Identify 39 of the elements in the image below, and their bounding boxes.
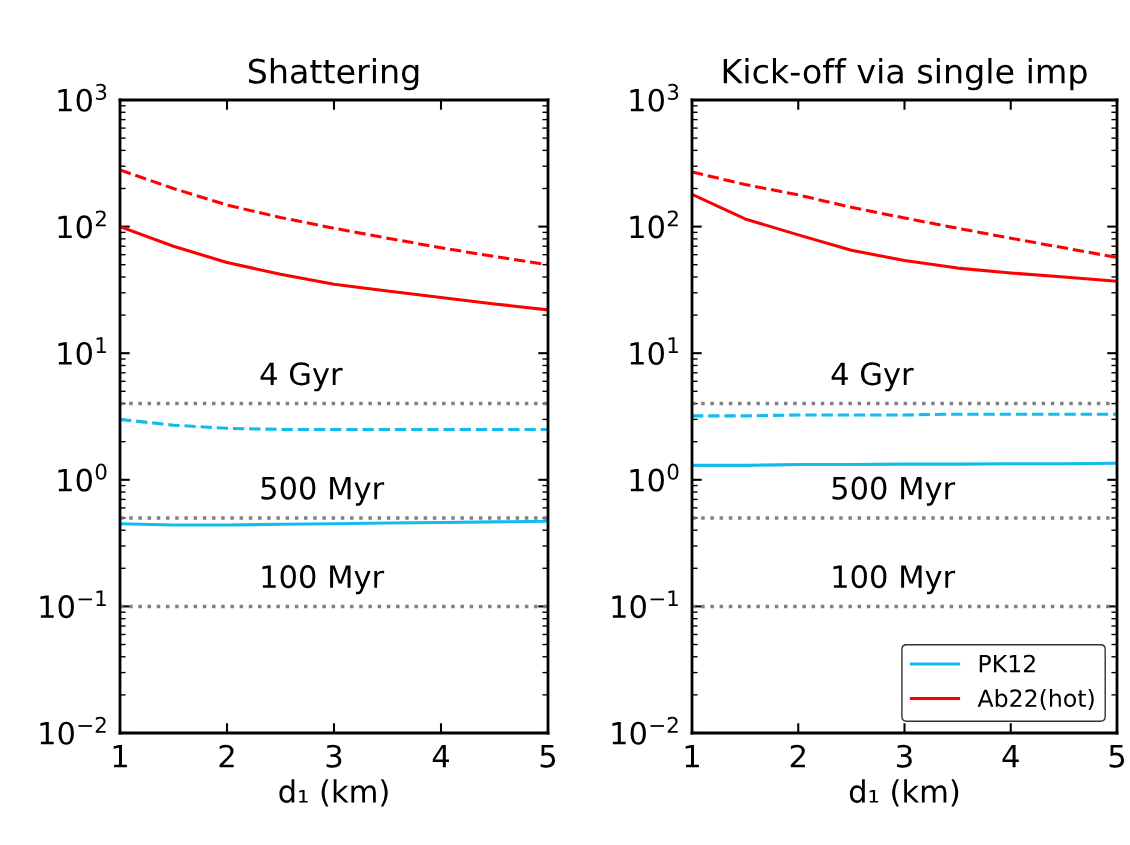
x-tick-label: 3 — [326, 744, 342, 768]
x-tick-label: 2 — [790, 744, 805, 768]
ref-line-label: 100 Myr — [262, 565, 385, 595]
y-tick-label: 10$^{−1}$ — [40, 590, 106, 619]
line-series — [120, 168, 548, 267]
ref-line-label: 4 Gyr — [260, 362, 343, 392]
line-series — [120, 417, 548, 431]
line-series — [692, 192, 1117, 283]
y-tick-label: 10$^{0}$ — [58, 463, 107, 492]
x-tick-label: 1 — [685, 745, 699, 768]
y-tick-label: 10$^{1}$ — [630, 337, 678, 366]
y-tick-label: 10$^{−2}$ — [612, 716, 678, 745]
legend-label: Ab22(hot) — [977, 688, 1094, 710]
line-series — [120, 225, 548, 312]
x-axis-title: d₁ (km) — [849, 779, 959, 807]
x-tick-label: 1 — [113, 745, 127, 768]
chart-title: Shattering — [248, 58, 419, 91]
y-tick-label: 10$^{3}$ — [630, 83, 679, 112]
x-tick-label: 5 — [1109, 745, 1125, 768]
x-axis-title: d₁ (km) — [279, 779, 388, 807]
y-tick-label: 10$^{3}$ — [58, 83, 107, 112]
ref-line-label: 4 Gyr — [831, 362, 914, 392]
legend-label: PK12 — [979, 654, 1035, 673]
x-tick-label: 3 — [897, 744, 912, 768]
y-tick-label: 10$^{2}$ — [58, 210, 106, 239]
x-tick-label: 4 — [1002, 745, 1019, 768]
x-tick-label: 2 — [219, 744, 234, 768]
chart-title: Kick-off via single imp — [723, 58, 1087, 91]
y-tick-label: 10$^{1}$ — [58, 337, 106, 366]
y-tick-label: 10$^{−2}$ — [40, 716, 106, 745]
ref-line-label: 500 Myr — [261, 476, 385, 506]
line-series — [692, 170, 1117, 260]
y-tick-label: 10$^{−1}$ — [612, 590, 678, 619]
x-tick-label: 5 — [540, 745, 556, 768]
y-tick-label: 10$^{0}$ — [630, 463, 679, 492]
ref-line-label: 100 Myr — [833, 565, 956, 595]
ref-line-label: 500 Myr — [832, 476, 956, 506]
y-tick-label: 10$^{2}$ — [630, 210, 678, 239]
x-tick-label: 4 — [432, 745, 450, 768]
